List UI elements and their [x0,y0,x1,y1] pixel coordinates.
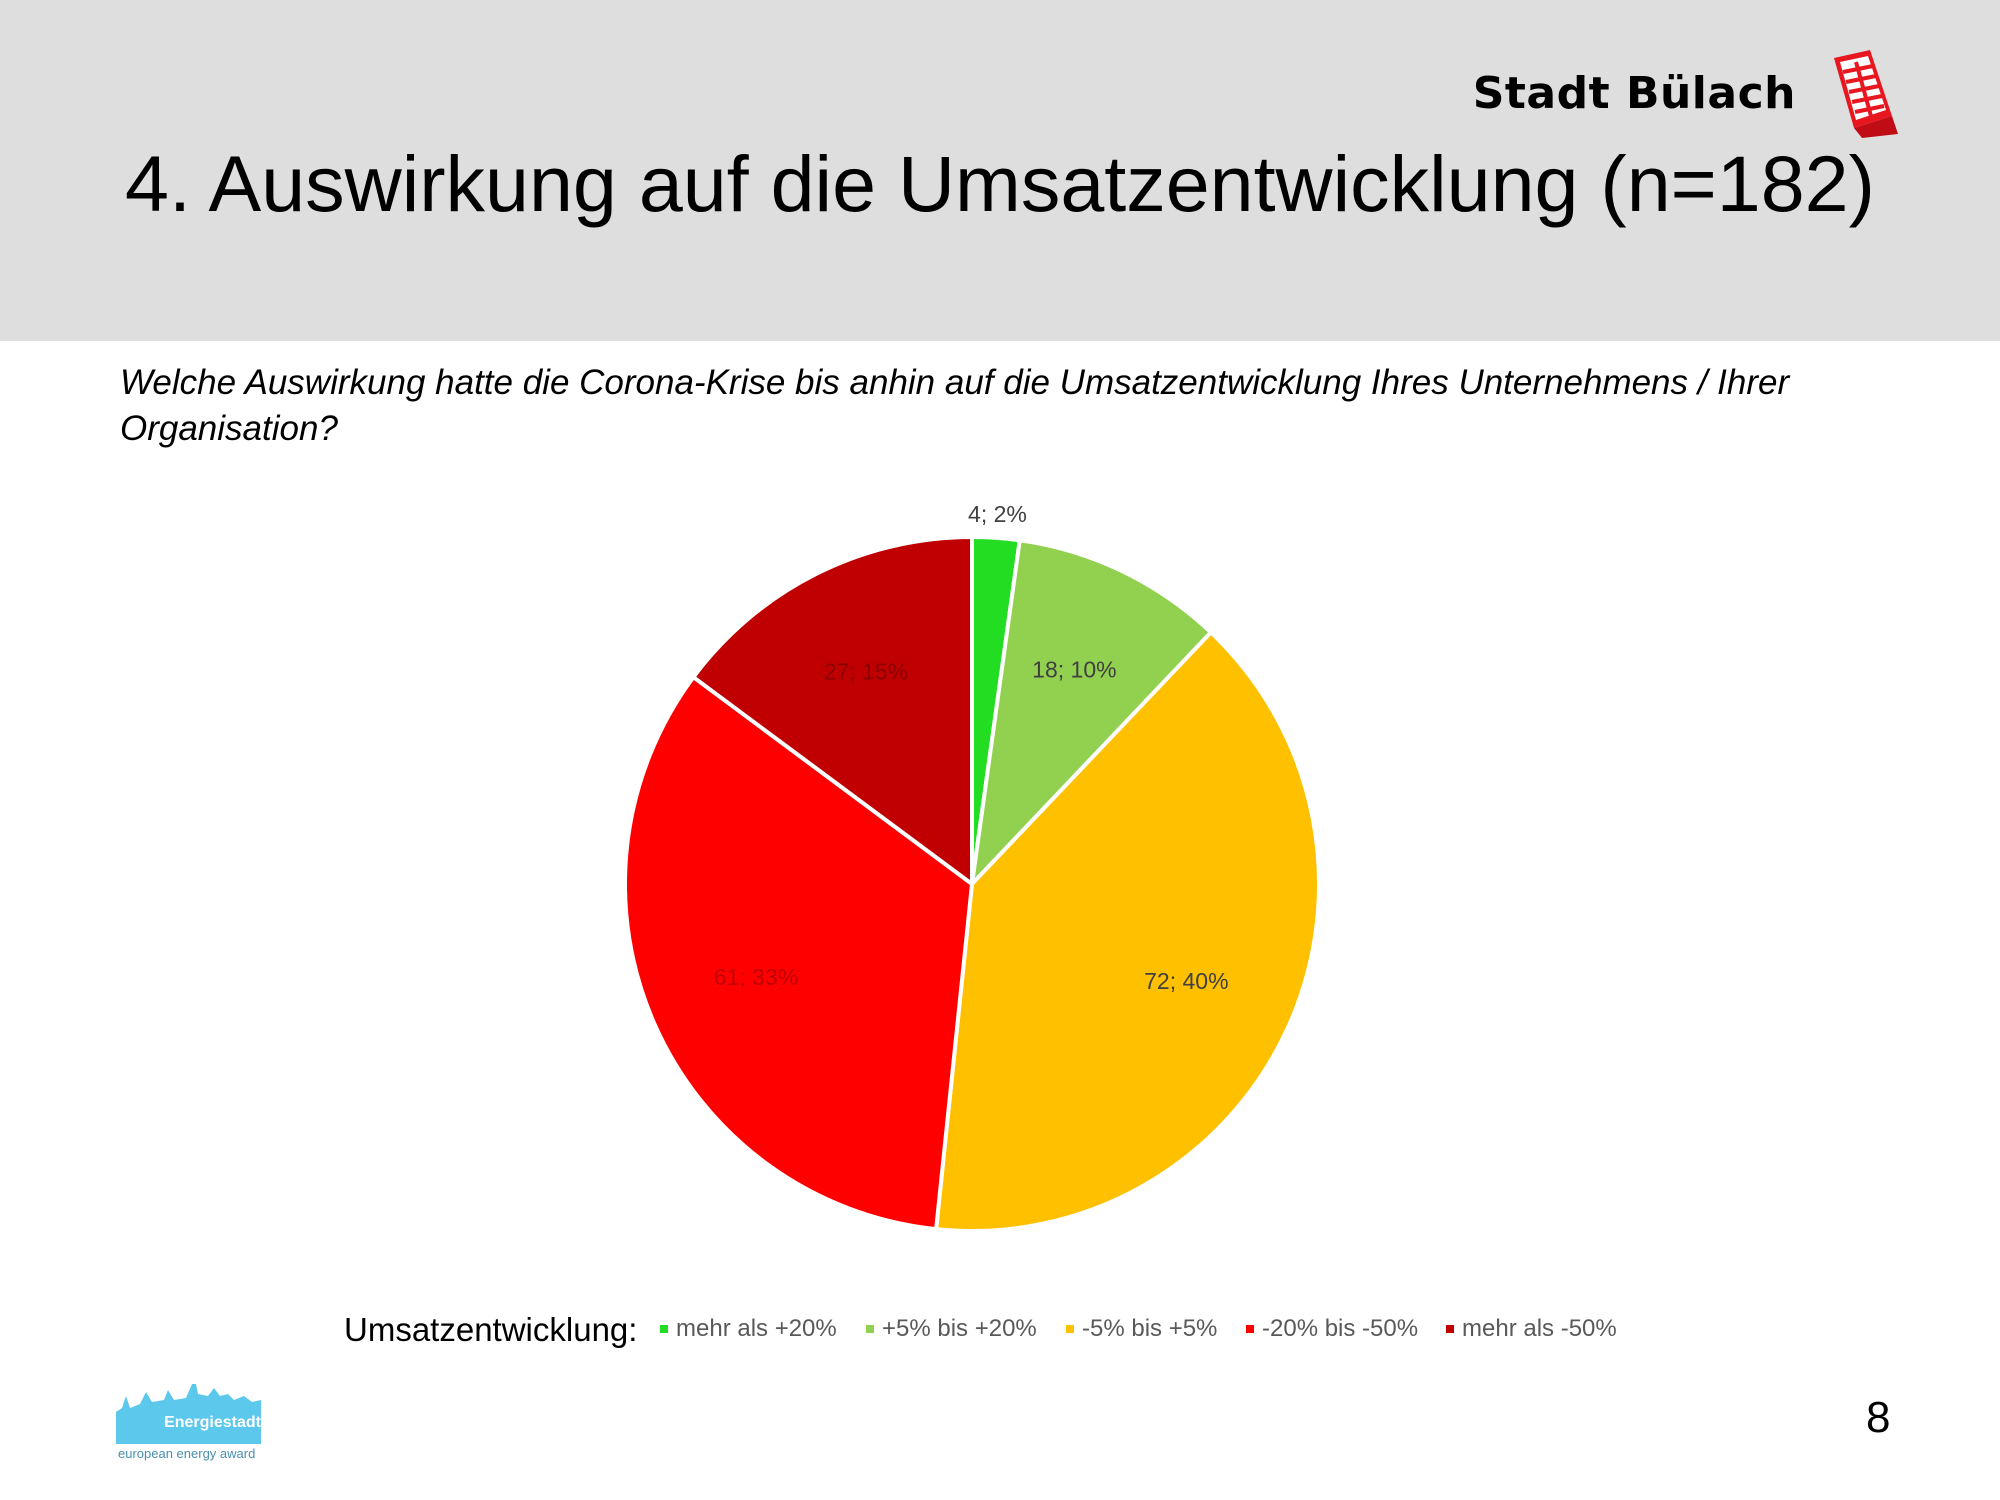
legend-item-1: mehr als +20% [660,1315,837,1343]
buelach-logo-icon [1834,50,1898,138]
legend: Umsatzentwicklung: mehr als +20% +5% bis … [0,1307,2000,1348]
pie-slice-5 [690,534,974,888]
pie-data-label-2: 18; 10% [1032,656,1116,682]
pie-data-label-5: 27; 15% [824,658,908,684]
legend-item-2: +5% bis +20% [866,1315,1037,1343]
legend-label: -20% bis -50% [1262,1315,1419,1342]
legend-item-5: mehr als -50% [1446,1315,1617,1343]
legend-swatch [1066,1325,1074,1333]
pie-data-label-3: 72; 40% [1144,968,1228,994]
legend-title: Umsatzentwicklung: [344,1311,638,1348]
legend-swatch [1446,1325,1454,1333]
legend-swatch [660,1325,668,1333]
header-band: Stadt Bülach 4. Auswirkung auf die Umsat… [0,0,2000,341]
legend-swatch [866,1325,874,1333]
energiestadt-skyline-icon [116,1384,261,1444]
pie-data-label-4: 61; 33% [714,964,798,990]
legend-label: -5% bis +5% [1082,1315,1218,1342]
legend-label: +5% bis +20% [882,1315,1037,1342]
legend-swatch [1246,1325,1254,1333]
pie-slice-3 [933,629,1321,1233]
legend-label: mehr als -50% [1462,1315,1617,1342]
brand-name: Stadt Bülach [1472,67,1796,119]
slide-title: 4. Auswirkung auf die Umsatzentwicklung … [125,139,1875,228]
pie-slice-2 [969,538,1214,890]
survey-question: Welche Auswirkung hatte die Corona-Krise… [120,363,1790,448]
energiestadt-name: Energiestadt [164,1414,261,1431]
page-number: 8 [1866,1393,1891,1442]
pie-slice-4 [623,674,975,1232]
legend-item-3: -5% bis +5% [1066,1315,1217,1343]
energiestadt-logo: Energiestadt european energy award [116,1378,266,1463]
legend-item-4: -20% bis -50% [1246,1315,1418,1343]
brand: Stadt Bülach [1473,48,1900,138]
pie-data-label-1: 4; 2% [968,501,1027,527]
energiestadt-subtext: european energy award [118,1446,256,1461]
legend-label: mehr als +20% [676,1315,837,1342]
